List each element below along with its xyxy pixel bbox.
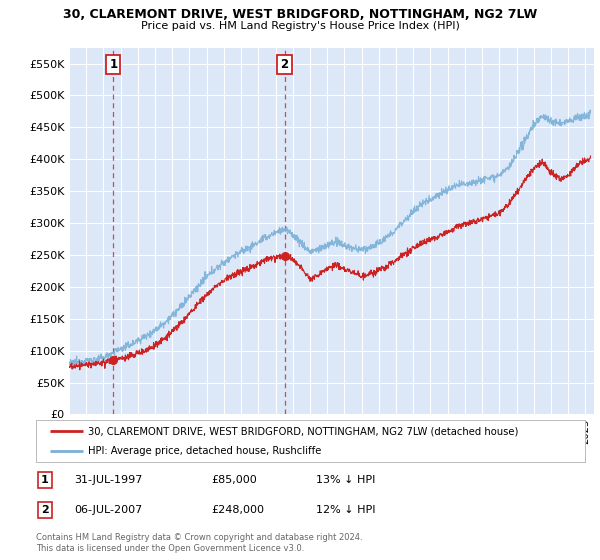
Text: 1: 1 bbox=[109, 58, 118, 71]
Text: 30, CLAREMONT DRIVE, WEST BRIDGFORD, NOTTINGHAM, NG2 7LW (detached house): 30, CLAREMONT DRIVE, WEST BRIDGFORD, NOT… bbox=[88, 426, 518, 436]
Text: 13% ↓ HPI: 13% ↓ HPI bbox=[316, 475, 376, 484]
Text: Price paid vs. HM Land Registry's House Price Index (HPI): Price paid vs. HM Land Registry's House … bbox=[140, 21, 460, 31]
Text: 06-JUL-2007: 06-JUL-2007 bbox=[74, 505, 143, 515]
Text: 31-JUL-1997: 31-JUL-1997 bbox=[74, 475, 143, 484]
Text: 30, CLAREMONT DRIVE, WEST BRIDGFORD, NOTTINGHAM, NG2 7LW: 30, CLAREMONT DRIVE, WEST BRIDGFORD, NOT… bbox=[63, 8, 537, 21]
Text: £85,000: £85,000 bbox=[212, 475, 257, 484]
Text: 1: 1 bbox=[41, 475, 49, 484]
Text: £248,000: £248,000 bbox=[212, 505, 265, 515]
Text: Contains HM Land Registry data © Crown copyright and database right 2024.
This d: Contains HM Land Registry data © Crown c… bbox=[36, 533, 362, 553]
Text: 2: 2 bbox=[41, 505, 49, 515]
Text: 12% ↓ HPI: 12% ↓ HPI bbox=[316, 505, 376, 515]
Text: HPI: Average price, detached house, Rushcliffe: HPI: Average price, detached house, Rush… bbox=[88, 446, 322, 456]
Text: 2: 2 bbox=[280, 58, 289, 71]
